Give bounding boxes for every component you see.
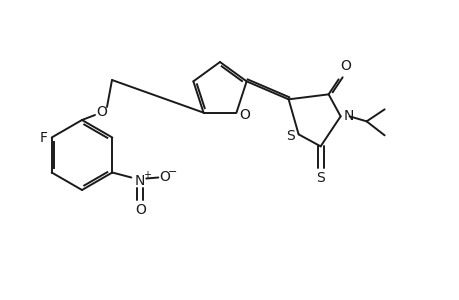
Text: N: N — [135, 173, 145, 188]
Text: O: O — [239, 108, 249, 122]
Text: O: O — [134, 203, 146, 218]
Text: O: O — [340, 59, 350, 73]
Text: S: S — [316, 171, 325, 185]
Text: S: S — [285, 129, 294, 143]
Text: +: + — [143, 169, 151, 179]
Text: N: N — [343, 109, 353, 123]
Text: O: O — [96, 105, 107, 119]
Text: F: F — [39, 130, 48, 145]
Text: O: O — [158, 169, 169, 184]
Text: −: − — [167, 167, 177, 176]
